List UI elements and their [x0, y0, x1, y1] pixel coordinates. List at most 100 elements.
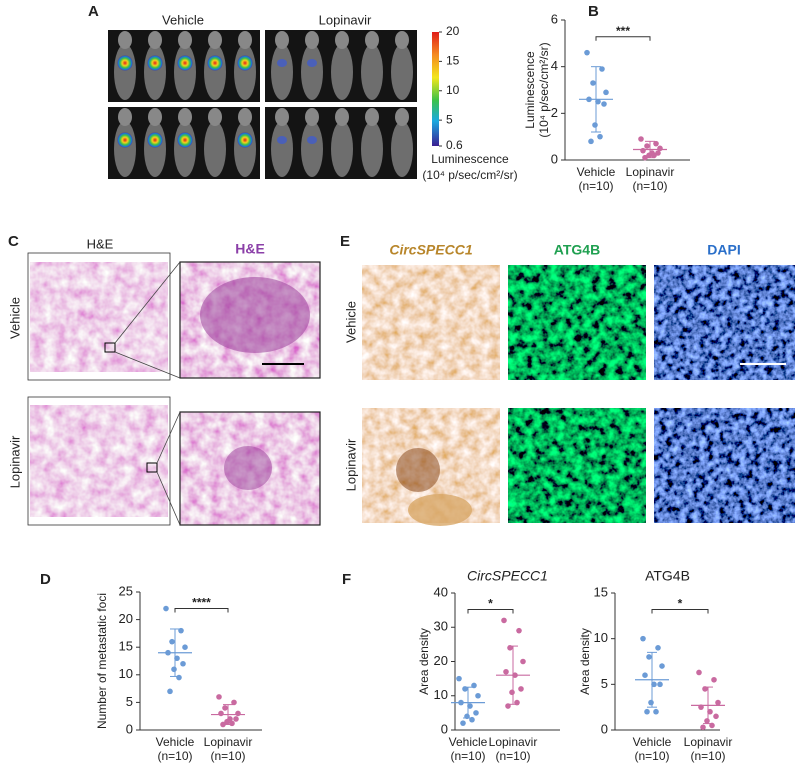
- signal: [277, 136, 287, 144]
- data-point: [178, 627, 184, 634]
- data-point: [180, 660, 186, 667]
- data-point: [165, 649, 171, 656]
- y-tick-label: 10: [434, 687, 448, 702]
- signal: [237, 55, 253, 71]
- data-point: [704, 718, 710, 724]
- data-point: [640, 635, 646, 642]
- image-title: H&E: [87, 236, 114, 251]
- x-tick-label: Vehicle: [156, 735, 195, 749]
- data-point: [176, 674, 182, 681]
- mouse-head: [335, 108, 349, 126]
- y-tick-label: 15: [119, 639, 133, 654]
- panel-label: F: [342, 571, 351, 588]
- data-point: [512, 672, 518, 678]
- significance-bracket: [651, 608, 709, 614]
- y-tick-label: 30: [434, 619, 448, 634]
- y-tick-label: 2: [551, 105, 558, 120]
- signal: [277, 59, 287, 67]
- significance-label: ****: [192, 596, 211, 610]
- y-tick-label: 5: [126, 694, 133, 709]
- x-tick-label: Vehicle: [633, 735, 672, 749]
- data-point: [503, 668, 509, 675]
- data-point: [231, 699, 237, 706]
- data-point: [642, 672, 648, 678]
- data-point: [507, 645, 513, 651]
- data-point: [599, 66, 605, 72]
- signal: [237, 132, 253, 148]
- mouse: [391, 44, 413, 100]
- mouse: [174, 44, 196, 100]
- data-point: [711, 676, 717, 683]
- data-point: [597, 133, 603, 140]
- data-point: [702, 686, 708, 692]
- image-title: H&E: [235, 241, 265, 257]
- y-tick-label: 4: [551, 58, 558, 73]
- data-point: [603, 89, 609, 96]
- colorbar-tick-label: 20: [446, 24, 460, 38]
- mouse: [271, 44, 293, 100]
- data-point: [220, 721, 226, 728]
- y-axis-label: Luminescence: [523, 51, 537, 129]
- x-tick-note: (n=10): [578, 179, 613, 193]
- data-point: [509, 689, 515, 696]
- data-point: [171, 666, 177, 673]
- mouse: [144, 44, 166, 100]
- mouse-head: [118, 108, 132, 126]
- mouse: [271, 121, 293, 177]
- y-axis-label: (10⁴ p/sec/cm²/sr): [537, 42, 551, 137]
- data-point: [520, 658, 526, 665]
- panel-label: A: [88, 3, 99, 20]
- x-tick-note: (n=10): [634, 749, 669, 763]
- mouse-head: [365, 108, 379, 126]
- y-axis-label: Number of metastatic foci: [95, 593, 109, 729]
- colorbar: [432, 32, 439, 146]
- mouse-head: [208, 31, 222, 49]
- column-title: ATG4B: [554, 242, 600, 258]
- mouse: [301, 44, 323, 100]
- data-point: [518, 686, 524, 692]
- mouse-head: [118, 31, 132, 49]
- x-tick-note: (n=10): [157, 749, 192, 763]
- x-tick-label: Lopinavir: [684, 735, 733, 749]
- colorbar-tick-label: 5: [446, 112, 453, 126]
- data-point: [655, 645, 661, 651]
- data-point: [458, 699, 464, 706]
- data-point: [595, 98, 601, 105]
- mouse-head: [275, 31, 289, 49]
- colorbar-tick-label: 15: [446, 54, 460, 68]
- mouse: [204, 44, 226, 100]
- he-images: [27, 252, 321, 526]
- mouse-head: [178, 31, 192, 49]
- data-point: [601, 101, 607, 107]
- data-point: [464, 713, 470, 720]
- x-tick-label: Lopinavir: [204, 735, 253, 749]
- y-tick-label: 6: [551, 11, 558, 26]
- column-title: DAPI: [707, 242, 740, 258]
- signal: [177, 55, 193, 71]
- mouse-head: [335, 31, 349, 49]
- stain-images: [362, 265, 795, 526]
- data-point: [167, 688, 173, 695]
- data-point: [640, 147, 646, 154]
- data-point: [174, 655, 180, 662]
- y-axis-label: Area density: [578, 628, 592, 695]
- data-point: [460, 720, 466, 726]
- bioluminescence-images: [108, 30, 425, 179]
- mouse-head: [305, 108, 319, 126]
- mouse: [361, 121, 383, 177]
- data-point: [233, 716, 239, 722]
- mouse: [204, 121, 226, 177]
- data-point: [590, 80, 596, 86]
- y-tick-label: 20: [119, 611, 133, 626]
- x-tick-label: Vehicle: [577, 165, 616, 179]
- signal: [117, 55, 133, 71]
- mouse: [114, 121, 136, 177]
- signal: [307, 59, 317, 67]
- x-tick-note: (n=10): [495, 749, 530, 763]
- x-tick-label: Lopinavir: [489, 735, 538, 749]
- y-tick-label: 10: [594, 630, 608, 645]
- signal: [147, 55, 163, 71]
- data-point: [707, 708, 713, 715]
- panel-label: B: [588, 3, 599, 20]
